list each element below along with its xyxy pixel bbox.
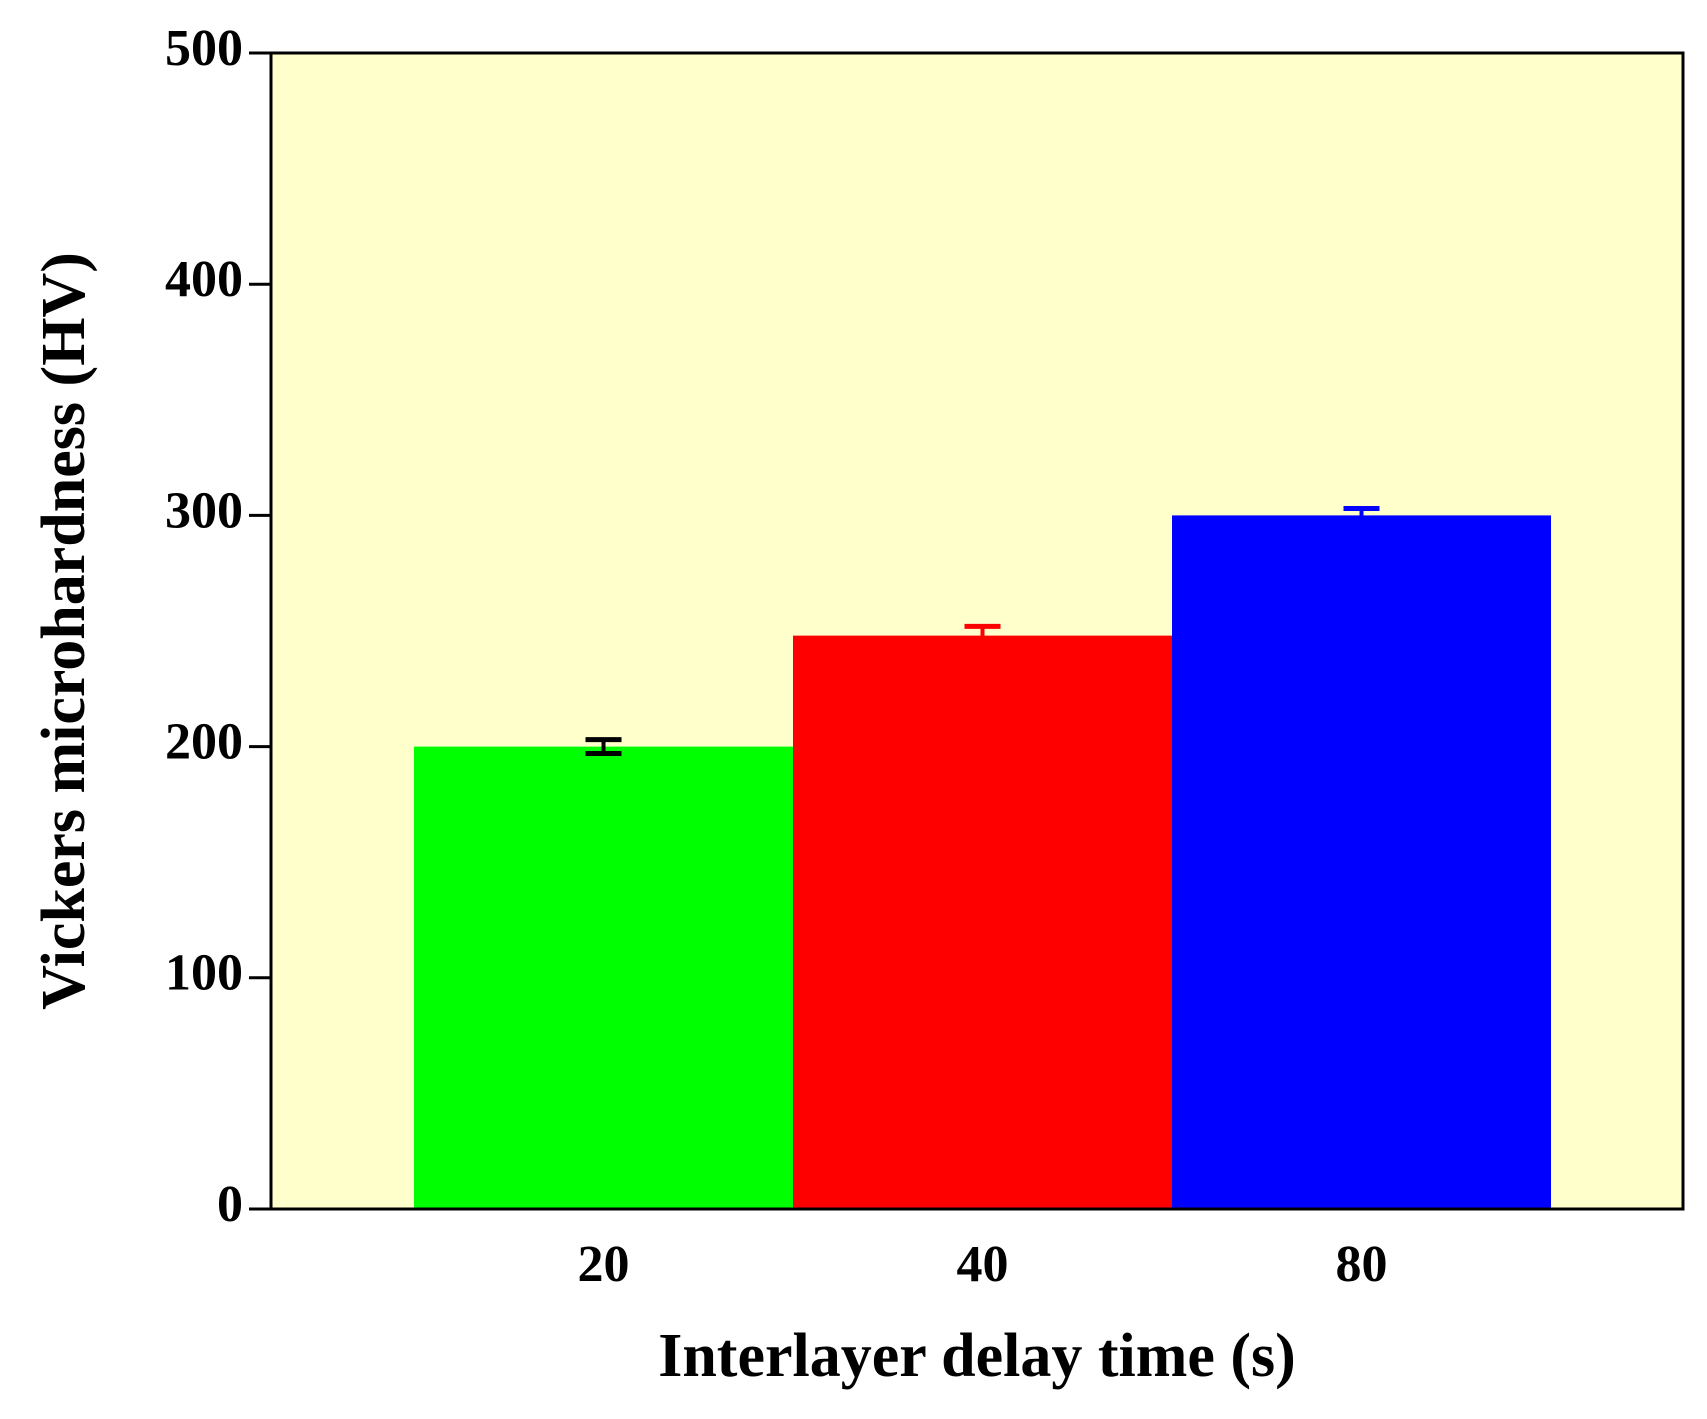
y-tick-label: 200 — [165, 714, 243, 771]
bar — [1172, 515, 1551, 1209]
x-tick-label: 80 — [1336, 1236, 1388, 1293]
error-bar — [585, 737, 622, 757]
x-axis-title: Interlayer delay time (s) — [658, 1322, 1296, 1390]
y-tick-label: 300 — [165, 482, 243, 539]
bar — [793, 635, 1172, 1209]
y-tick-label: 400 — [165, 251, 243, 308]
error-bar — [1343, 505, 1380, 525]
plot-frame — [269, 51, 1685, 1211]
y-axis-title: Vickers microhardness (HV) — [30, 252, 98, 1010]
x-tick-label: 20 — [578, 1236, 630, 1293]
y-tick-label: 500 — [165, 20, 243, 77]
y-tick-label: 0 — [217, 1176, 243, 1233]
error-bar — [964, 623, 1001, 648]
marks — [414, 505, 1551, 1209]
x-tick-label: 40 — [957, 1236, 1009, 1293]
bar — [414, 746, 793, 1209]
y-tick-label: 100 — [165, 945, 243, 1002]
